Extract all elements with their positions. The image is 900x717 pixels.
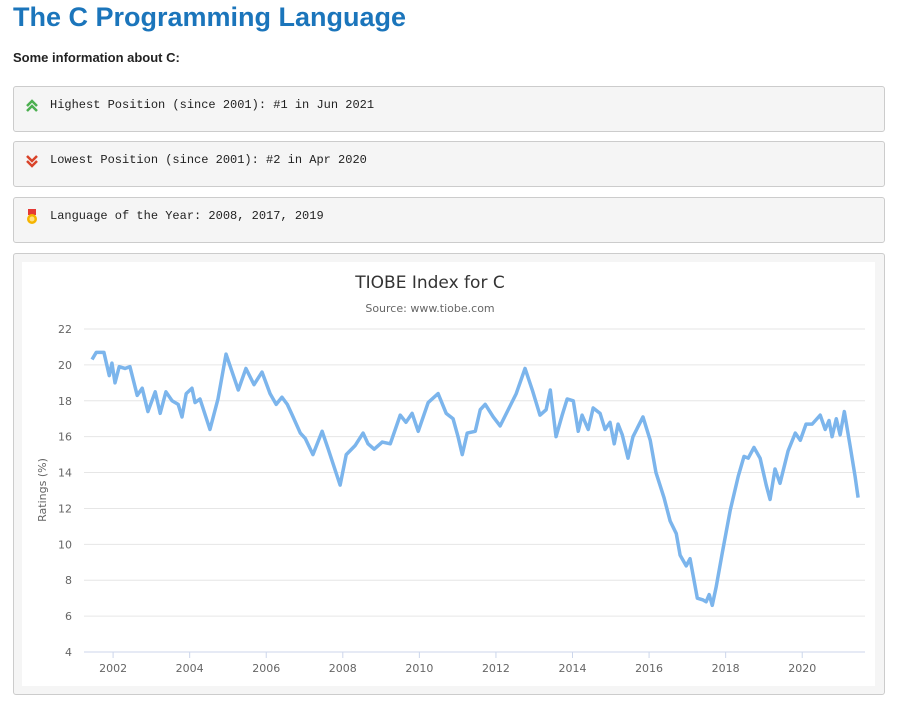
info-text: Lowest Position (since 2001): #2 in Apr … (50, 153, 367, 167)
x-tick-label: 2020 (788, 662, 816, 675)
x-tick-label: 2008 (329, 662, 357, 675)
down-icon (26, 155, 38, 168)
chart: TIOBE Index for C Source: www.tiobe.com … (22, 262, 875, 686)
info-box: Lowest Position (since 2001): #2 in Apr … (13, 141, 885, 187)
info-box: Language of the Year: 2008, 2017, 2019 (13, 197, 885, 243)
info-box: Highest Position (since 2001): #1 in Jun… (13, 86, 885, 132)
up-icon (26, 99, 38, 112)
info-text: Highest Position (since 2001): #1 in Jun… (50, 98, 375, 112)
x-tick-label: 2018 (712, 662, 740, 675)
intro: Some information about C: (13, 50, 180, 65)
y-tick-label: 4 (65, 646, 72, 659)
info-text: Language of the Year: 2008, 2017, 2019 (50, 209, 324, 223)
x-tick-label: 2006 (252, 662, 280, 675)
line-series (90, 350, 860, 608)
y-tick-label: 16 (58, 431, 72, 444)
chart-title: TIOBE Index for C (354, 273, 504, 293)
x-tick-label: 2014 (559, 662, 587, 675)
x-tick-label: 2016 (635, 662, 663, 675)
chart-subtitle: Source: www.tiobe.com (365, 302, 494, 315)
x-tick-label: 2002 (99, 662, 127, 675)
y-tick-label: 22 (58, 323, 72, 336)
y-tick-label: 14 (58, 467, 72, 480)
y-tick-label: 8 (65, 574, 72, 587)
x-tick-label: 2004 (176, 662, 204, 675)
page-title: The C Programming Language (13, 2, 407, 32)
y-tick-label: 18 (58, 395, 72, 408)
y-tick-label: 12 (58, 502, 72, 515)
medal-icon (27, 209, 37, 224)
y-tick-label: 20 (58, 359, 72, 372)
y-tick-label: 10 (58, 538, 72, 551)
x-tick-label: 2010 (405, 662, 433, 675)
y-axis-label: Ratings (%) (36, 458, 49, 522)
x-tick-label: 2012 (482, 662, 510, 675)
y-tick-label: 6 (65, 610, 72, 623)
